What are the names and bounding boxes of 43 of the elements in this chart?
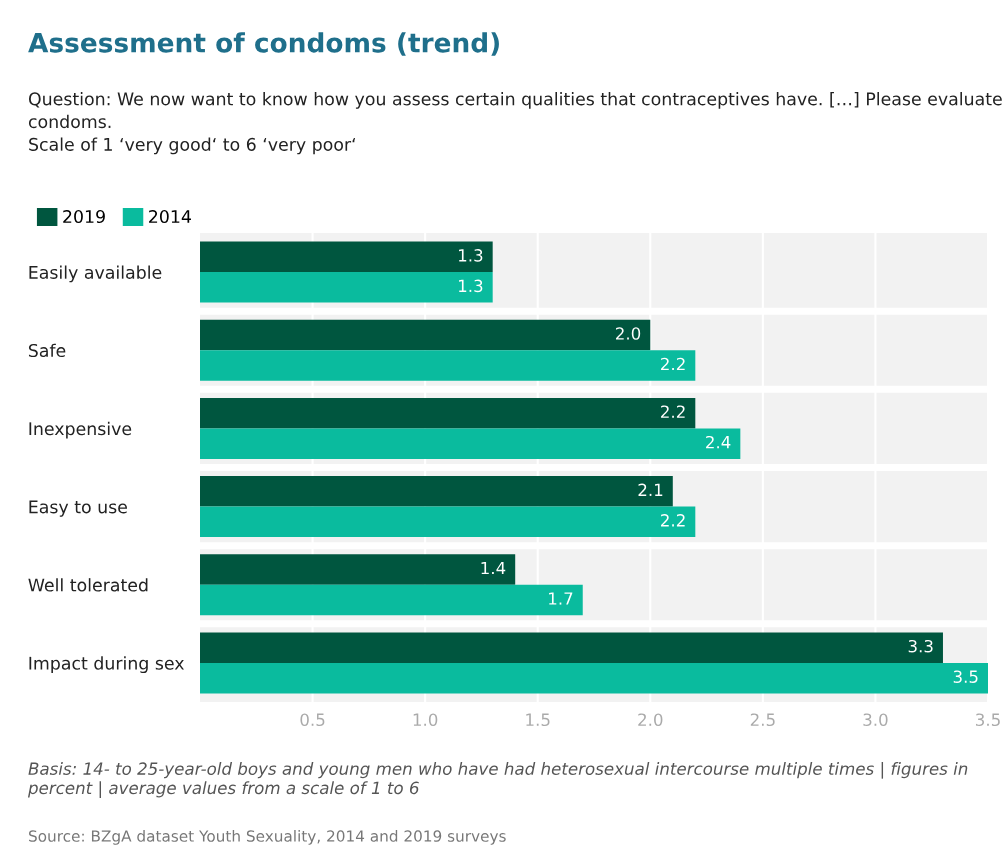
data-label: 1.7 bbox=[549, 592, 573, 605]
bar bbox=[200, 319, 651, 351]
y-tick-label: Safe bbox=[28, 343, 66, 358]
bar bbox=[200, 554, 516, 585]
bar bbox=[200, 584, 583, 616]
data-label: 2.2 bbox=[661, 514, 685, 527]
chart-title: Assessment of condoms (trend) bbox=[28, 32, 499, 56]
legend-label: 2019 bbox=[63, 209, 105, 224]
data-label: 1.3 bbox=[459, 279, 483, 293]
data-label: 2.4 bbox=[706, 435, 731, 449]
y-tick-label: Easily available bbox=[29, 265, 162, 283]
bar bbox=[200, 272, 493, 303]
data-label: 2.1 bbox=[638, 483, 663, 496]
data-label: 2.2 bbox=[661, 357, 685, 371]
data-label: 2.0 bbox=[616, 327, 641, 340]
bar bbox=[200, 241, 493, 273]
data-label: 3.5 bbox=[953, 670, 978, 683]
bar bbox=[200, 476, 673, 507]
x-tick-label: 3.5 bbox=[976, 713, 1000, 727]
bar bbox=[200, 662, 988, 694]
x-tick-label: 3.0 bbox=[863, 713, 888, 727]
source-note: Source: BZgA dataset Youth Sexuality, 2014 and 2019 surveys bbox=[29, 830, 506, 845]
legend-label: 2014 bbox=[149, 209, 191, 224]
y-tick-label: Easy to use bbox=[29, 500, 127, 517]
x-tick-label: 2.0 bbox=[638, 713, 663, 727]
data-label: 1.4 bbox=[481, 561, 506, 575]
y-tick-label: Inexpensive bbox=[29, 421, 132, 439]
y-tick-label: Well tolerated bbox=[28, 578, 148, 592]
x-tick-label: 1.5 bbox=[526, 713, 550, 727]
bar bbox=[200, 506, 696, 538]
bar bbox=[200, 397, 696, 429]
text: Basis: 14- to 25-year-old boys and young men who have had heterosexual intercourse multiple times | figures in percent | average values from a scale of 1 to 6 bbox=[27, 762, 968, 798]
data-label: 2.2 bbox=[661, 405, 685, 418]
data-label: 1.3 bbox=[459, 249, 483, 262]
bar bbox=[200, 632, 943, 663]
bar bbox=[200, 428, 741, 459]
x-tick-label: 2.5 bbox=[750, 713, 775, 727]
data-label: 3.3 bbox=[908, 639, 933, 653]
chart-subtitle: Question: We now want to know how you assess certain qualities that contraceptives have. […] Please evaluate condoms. Scale of 1 ‘very good‘ to 6 ‘very poor‘ bbox=[28, 92, 1002, 155]
y-tick-label: Impact during sex bbox=[29, 656, 184, 674]
bar bbox=[200, 350, 696, 381]
x-tick-label: 0.5 bbox=[300, 713, 325, 727]
x-tick-label: 1.0 bbox=[413, 713, 438, 727]
